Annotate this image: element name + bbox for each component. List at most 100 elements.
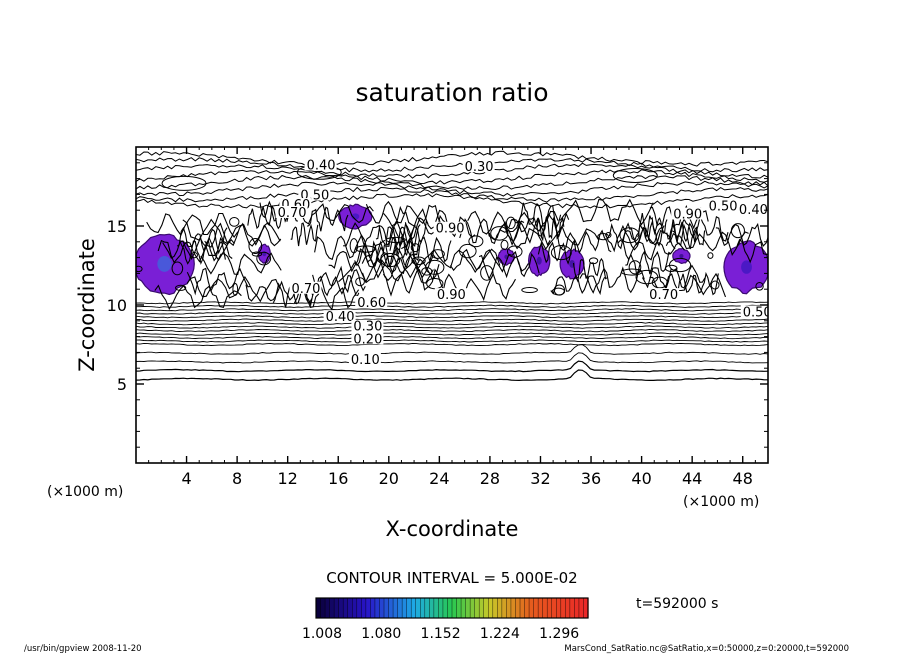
colorbar-cell: [578, 598, 585, 618]
contour-loop: [248, 237, 263, 255]
contour-loop: [175, 284, 187, 291]
colorbar-cell: [402, 598, 408, 618]
contour-loop: [551, 287, 566, 296]
colorbar-tick-label: 1.080: [361, 626, 401, 642]
contour-loop: [612, 167, 658, 183]
colorbar-cell: [452, 598, 458, 618]
contour-line: [186, 275, 281, 303]
colorbar-cell: [547, 598, 553, 618]
contour-label: 0.70: [278, 206, 307, 221]
contour-loop: [232, 282, 239, 296]
colorbar-cell: [515, 598, 521, 618]
x-axis: 4 8 12 16 20 24 28 32 36 40 44 48: [148, 147, 769, 488]
x-tick-label: 24: [429, 469, 449, 488]
contour-label-bg: [351, 332, 384, 345]
contour-line: [666, 218, 698, 243]
contour-line: [385, 219, 429, 247]
x-tick-label: 36: [581, 469, 601, 488]
y-tick-label: 15: [107, 217, 127, 236]
y-axis-label: Z-coordinate: [75, 238, 99, 372]
contour-loop: [161, 175, 207, 191]
contour-line: [478, 252, 540, 280]
contour-label-bg: [304, 158, 337, 171]
contour-label-bg: [298, 188, 331, 201]
chart-title: saturation ratio: [355, 78, 548, 107]
contour-loop: [490, 226, 509, 241]
contour-line: [136, 318, 768, 322]
contour-loop: [500, 239, 509, 251]
colorbar-tick-label: 1.224: [480, 626, 520, 642]
colorbar-cell: [461, 598, 467, 618]
contour-line: [625, 250, 671, 276]
contour-line: [146, 212, 239, 239]
colorbar-cell: [316, 598, 322, 618]
colorbar-cell: [497, 598, 503, 618]
contour-loop: [458, 243, 477, 259]
contour-line: [154, 284, 242, 311]
contour-line: [136, 328, 768, 333]
colorbar-cell: [538, 598, 544, 618]
contour-label: 0.90: [436, 222, 465, 237]
x-tick-label: 8: [232, 469, 242, 488]
region-core: [679, 254, 684, 259]
contour-loop: [380, 253, 401, 268]
colorbar-cell: [488, 598, 494, 618]
contour-line: [272, 282, 317, 308]
contour-line: [449, 248, 529, 273]
colorbar-tick-label: 1.152: [421, 626, 461, 642]
contour-line: [559, 198, 654, 226]
contour-line: [136, 180, 768, 197]
colorbar-cell: [388, 598, 394, 618]
contour-label-bg: [289, 281, 322, 294]
contour-line: [500, 225, 600, 251]
colorbar-tick-label: 1.296: [539, 626, 579, 642]
contour-label: 0.70: [649, 288, 678, 303]
contour-line: [361, 251, 439, 279]
contour-line: [715, 222, 768, 247]
contour-loop: [621, 268, 643, 276]
colorbar-cell: [560, 598, 566, 618]
x-unit-left: (×1000 m): [47, 484, 123, 500]
contour-label-bg: [740, 305, 768, 318]
contour-line: [136, 360, 768, 373]
colorbar-cell: [352, 598, 358, 618]
contour-loop: [136, 265, 143, 273]
contour-label: 0.20: [353, 332, 382, 347]
contour-loop: [190, 252, 198, 259]
contour-loop: [426, 277, 444, 290]
contour-line: [162, 236, 233, 261]
y-axis: 5 10 15: [107, 162, 768, 448]
x-tick-label: 44: [682, 469, 702, 488]
contour-line: [312, 265, 366, 294]
contour-line: [136, 315, 768, 319]
contour-line: [136, 304, 768, 308]
colorbar-cell: [465, 598, 471, 618]
contour-loop: [256, 251, 272, 266]
contour-line: [136, 301, 768, 305]
colorbar-cell: [474, 598, 480, 618]
colorbar-cell: [501, 598, 507, 618]
contour-loop: [411, 256, 426, 266]
contour-line: [536, 216, 565, 242]
contour-label: 0.50: [743, 305, 772, 320]
colorbar-cell: [583, 598, 589, 618]
contour-label-bg: [351, 319, 384, 332]
contour-line: [179, 239, 226, 265]
contour-label-bg: [323, 310, 356, 323]
contour-label: 0.60: [357, 296, 386, 311]
contour-loop: [707, 252, 714, 259]
contour-line: [365, 200, 443, 226]
contour-label-bg: [434, 288, 467, 301]
x-axis-label: X-coordinate: [386, 517, 519, 541]
contour-loop: [651, 276, 668, 289]
contour-line: [439, 272, 516, 301]
colorbar-frame: [315, 597, 589, 619]
contour-line: [176, 226, 228, 255]
colorbar-cell: [397, 598, 403, 618]
contour-loop: [355, 277, 365, 287]
colorbar-cell: [520, 598, 526, 618]
contour-line: [513, 202, 562, 229]
colorbar-cell: [470, 598, 476, 618]
contour-label: 0.90: [437, 288, 466, 303]
contour-loop: [665, 264, 678, 272]
